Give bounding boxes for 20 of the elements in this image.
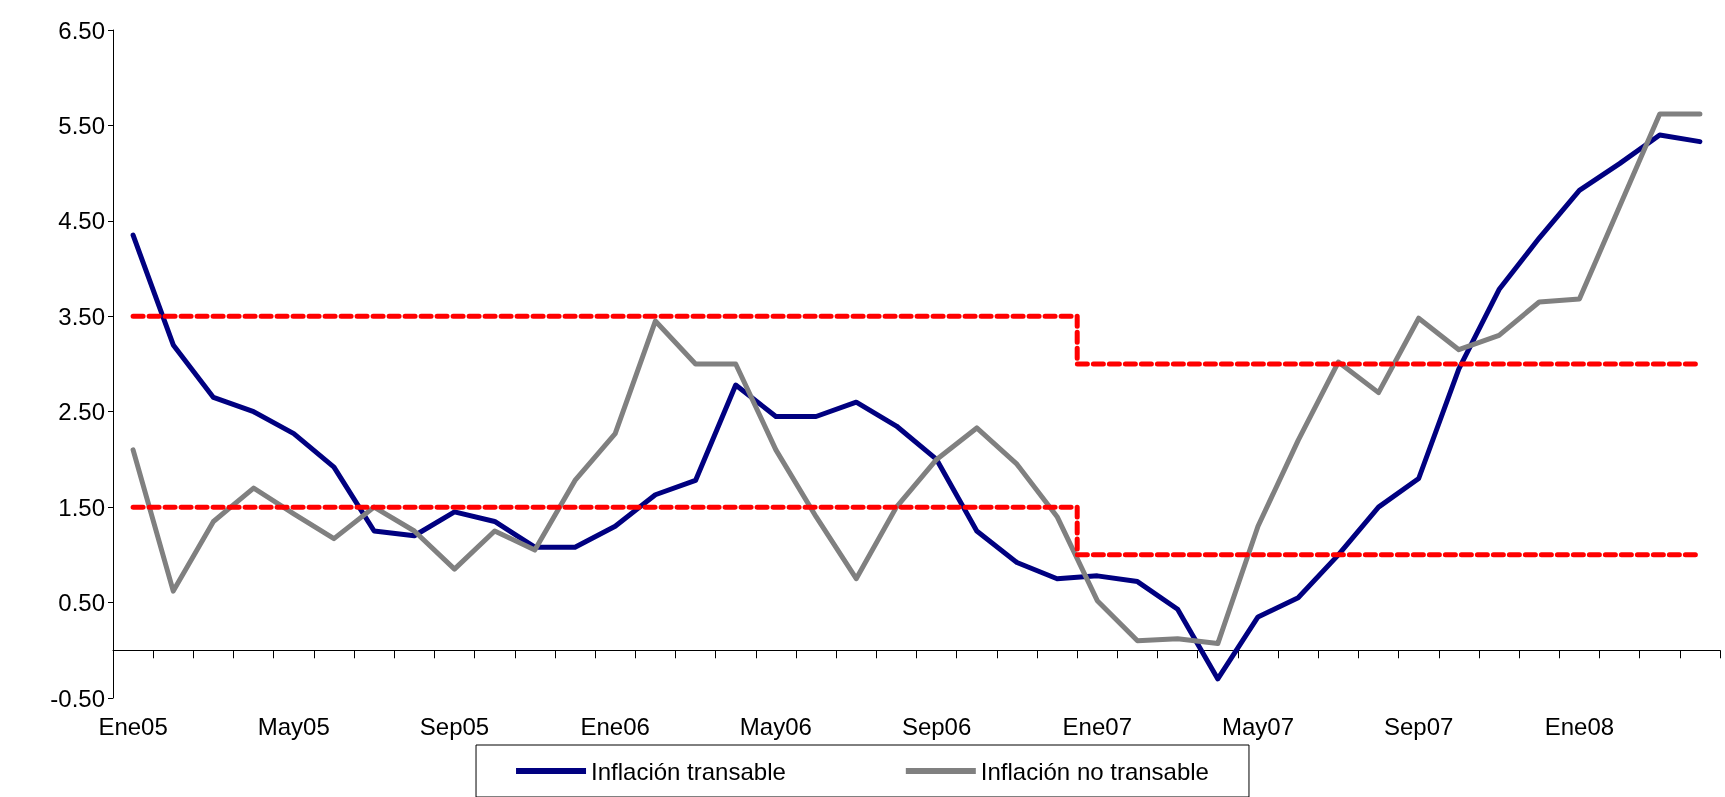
- x-tick-label: May07: [1221, 712, 1295, 740]
- y-tick-label: 5.50: [58, 111, 105, 139]
- x-tick-label: May06: [739, 712, 812, 740]
- y-tick-label: 4.50: [58, 207, 105, 235]
- x-tick-label: Ene06: [580, 712, 650, 740]
- y-tick-label: 2.50: [58, 398, 105, 426]
- y-tick-label: 0.50: [58, 589, 105, 617]
- legend-label: Inflación no transable: [980, 757, 1209, 785]
- x-tick-label: Sep06: [901, 712, 972, 740]
- x-tick-label: Ene07: [1062, 712, 1132, 740]
- y-tick-label: 1.50: [58, 493, 105, 521]
- legend-label: Inflación transable: [591, 757, 786, 785]
- x-tick-label: Sep05: [419, 712, 490, 740]
- y-tick-label: -0.50: [50, 684, 105, 712]
- x-tick-label: Sep07: [1383, 712, 1454, 740]
- y-tick-label: 6.50: [58, 16, 105, 44]
- x-tick-label: Ene05: [98, 712, 168, 740]
- x-tick-label: Ene08: [1544, 712, 1615, 740]
- y-tick-label: 3.50: [58, 302, 105, 330]
- x-tick-label: May05: [257, 712, 330, 740]
